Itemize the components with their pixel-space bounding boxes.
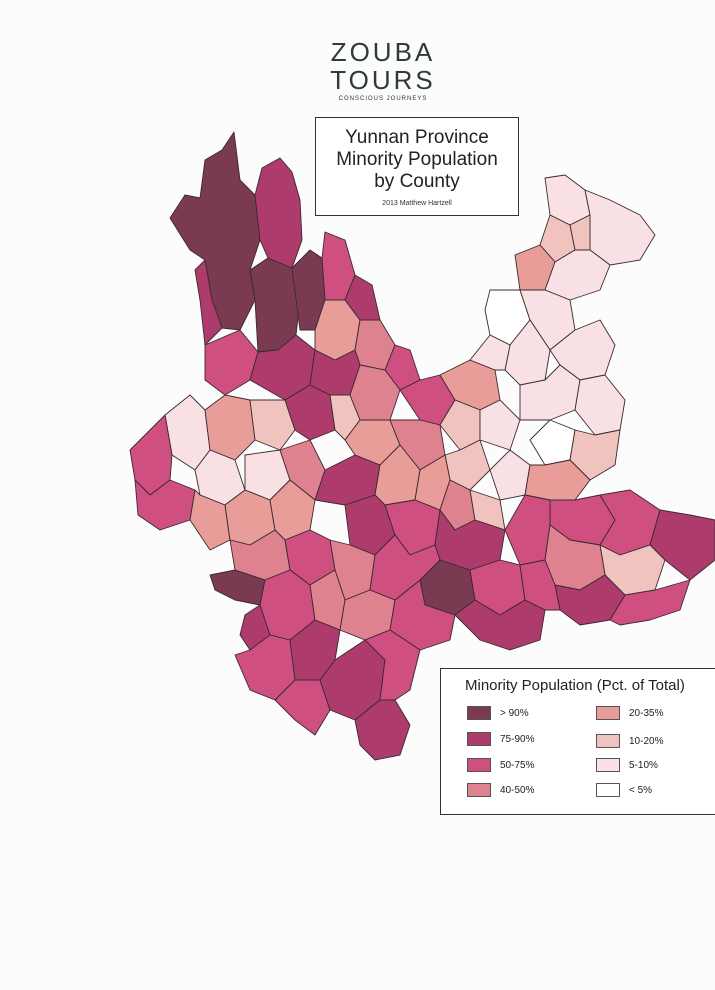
title-line-1: Yunnan Province [345,127,489,148]
county-region-ce-5 [489,449,531,501]
map-credit: 2013 Matthew Hartzell [382,200,452,207]
legend-item-75-90: 75-90% [467,732,534,746]
county-region-ne-11 [469,334,511,371]
logo-line-zouba: ZOUBA [330,37,436,67]
legend-title: Minority Population (Pct. of Total) [465,677,685,694]
map-legend: Minority Population (Pct. of Total) > 90… [440,668,715,815]
legend-label: 75-90% [500,733,535,745]
legend-item-lt5: < 5% [596,783,652,797]
county-region-sw-10 [369,534,441,601]
county-region-sc-7 [519,559,561,611]
legend-label: 40-50% [500,784,535,796]
legend-label: 10-20% [629,735,664,747]
legend-swatch [467,732,491,746]
title-line-2: Minority Population [336,149,498,170]
county-region-ce-3 [479,399,521,451]
legend-swatch [467,783,491,797]
county-region-w-5 [204,394,256,461]
county-region-se-8 [609,579,691,626]
legend-item-40-50: 40-50% [467,783,534,797]
county-region-nw-1 [169,131,261,331]
county-region-s-6 [354,699,411,761]
legend-swatch [596,758,620,772]
legend-label: 5-10% [629,759,658,771]
zouba-tours-logo: ZOUBA TOURS CONSCIOUS JOURNEYS [318,38,448,102]
logo-line-tours: TOURS [330,65,436,95]
map-title-box: Yunnan Province Minority Population by C… [315,117,519,216]
legend-label: 50-75% [500,759,535,771]
legend-swatch [596,783,620,797]
legend-swatch [596,734,620,748]
legend-label: < 5% [629,784,653,796]
county-region-cw-2 [249,399,296,451]
county-region-s-5 [364,629,421,701]
county-region-w-1 [204,329,259,396]
legend-label: > 90% [500,707,529,719]
county-region-nc-2 [344,274,381,321]
legend-label: 20-35% [629,707,664,719]
county-region-ne-14 [529,419,576,466]
legend-swatch [467,758,491,772]
legend-swatch [467,706,491,720]
county-region-n-1 [254,157,303,269]
legend-swatch [596,706,620,720]
county-region-ne-13 [574,374,626,436]
logo-tagline: CONSCIOUS JOURNEYS [338,96,428,102]
legend-item-20-35: 20-35% [596,706,663,720]
legend-item-gt90: > 90% [467,706,529,720]
legend-item-10-20: 10-20% [596,734,663,748]
legend-item-5-10: 5-10% [596,758,658,772]
title-line-3: by County [374,171,460,192]
legend-item-50-75: 50-75% [467,758,534,772]
county-region-se-5 [504,494,551,566]
